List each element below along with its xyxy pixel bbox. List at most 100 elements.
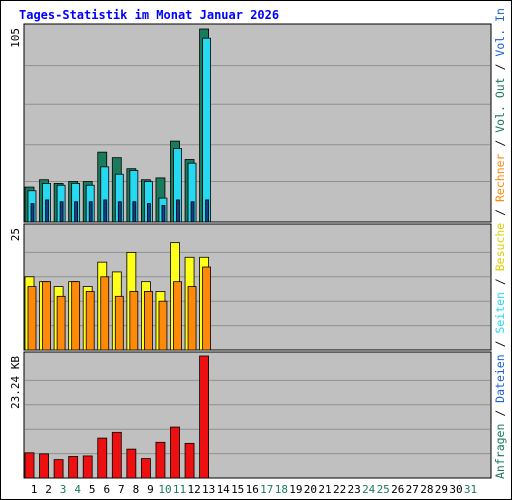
series-seiten [30,199,210,223]
panel-visits-ymax-label: 25 [9,228,22,241]
x-tick-label-day-15: 15 [231,483,244,496]
x-tick-label-day-23: 23 [347,483,360,496]
bar-volumen-day-8 [126,448,137,479]
legend-separator: / [493,0,507,8]
bar-rechner-day-4 [71,281,81,351]
x-tick-label-day-10: 10 [158,483,171,496]
x-axis-day-labels: 1 2 3 4 5 6 7 8 9 10 11 12 13 14 15 16 17 18 19 20 21 22 23 24 2… [31,483,477,496]
bar-volumen-day-10 [155,441,166,479]
bar-seiten-day-6 [103,199,108,223]
x-tick-label-day-30: 30 [449,483,462,496]
bar-dateien-day-13 [202,37,212,223]
x-tick-label-day-14: 14 [217,483,231,496]
x-tick-label-day-24: 24 [362,483,376,496]
bar-volumen-day-1 [24,452,35,479]
x-tick-label-day-13: 13 [202,483,215,496]
bar-rechner-day-1 [27,286,37,351]
bar-rechner-day-2 [42,281,51,351]
legend-separator: / [493,334,507,355]
legend-item-vol-in: Vol. In [493,8,507,56]
x-tick-label-day-5: 5 [89,483,96,496]
bar-volumen-day-12 [184,442,195,479]
bar-rechner-day-6 [100,276,110,351]
series-volumen [24,355,210,479]
bar-volumen-day-5 [82,455,93,479]
bar-volumen-day-11 [170,426,180,479]
legend-item-anfragen: Anfragen [493,424,507,479]
legend-separator: / [493,202,507,223]
panel-volume: 23.24 KB [9,351,492,479]
bar-volumen-day-9 [140,458,151,479]
chart-legend: Anfragen / Dateien / Seiten / Besuche / … [493,0,507,479]
legend-item-rechner: Rechner [493,153,507,202]
series-rechner [27,266,212,351]
x-tick-label-day-1: 1 [31,483,38,496]
legend-separator: / [493,57,507,78]
x-tick-label-day-27: 27 [406,483,419,496]
bar-rechner-day-13 [202,266,212,351]
bar-seiten-day-5 [88,201,93,223]
x-tick-label-day-4: 4 [74,483,81,496]
x-tick-label-day-7: 7 [118,483,125,496]
x-tick-label-day-8: 8 [133,483,140,496]
legend-separator: / [493,133,507,154]
x-tick-label-day-22: 22 [333,483,346,496]
bar-rechner-day-10 [158,300,168,351]
bar-seiten-day-7 [117,201,122,223]
x-tick-label-day-6: 6 [103,483,110,496]
bar-rechner-day-8 [129,291,139,351]
bar-volumen-day-7 [111,431,122,479]
x-tick-label-day-2: 2 [45,483,52,496]
bar-seiten-day-12 [190,201,195,223]
bar-seiten-day-13 [205,199,210,223]
bar-rechner-day-5 [85,291,95,351]
legend-item-vol-out: Vol. Out [493,77,507,132]
bar-seiten-day-10 [161,205,166,223]
x-tick-label-day-3: 3 [60,483,67,496]
x-tick-label-day-31: 31 [464,483,477,496]
x-tick-label-day-20: 20 [304,483,317,496]
legend-item-besuche: Besuche [493,223,507,272]
x-tick-label-day-18: 18 [275,483,288,496]
bar-rechner-day-9 [143,291,153,351]
x-tick-label-day-16: 16 [246,483,259,496]
bar-seiten-day-11 [176,199,180,223]
x-tick-label-day-29: 29 [435,483,448,496]
bar-seiten-day-1 [30,203,35,223]
panel-requests-ymax-label: 105 [9,28,22,48]
panel-requests: 105 [9,23,492,223]
bar-seiten-day-9 [146,203,151,223]
bar-volumen-day-13 [199,355,210,479]
legend-separator: / [493,403,507,424]
panel-volume-background [23,351,492,479]
bar-rechner-day-7 [114,295,124,351]
bar-seiten-day-3 [59,201,64,223]
bar-rechner-day-11 [173,281,182,351]
x-tick-label-day-11: 11 [173,483,186,496]
panel-volume-ymax-label: 23.24 KB [9,356,22,409]
chart-title: Tages-Statistik im Monat Januar 2026 [19,8,279,22]
x-tick-label-day-26: 26 [391,483,404,496]
bar-volumen-day-6 [97,437,108,479]
bar-seiten-day-4 [74,201,79,223]
bar-volumen-day-2 [39,453,49,479]
x-tick-label-day-17: 17 [260,483,273,496]
bar-seiten-day-2 [45,199,49,223]
bar-rechner-day-12 [187,286,197,351]
x-tick-label-day-12: 12 [187,483,200,496]
legend-item-seiten: Seiten [493,292,507,334]
x-tick-label-day-28: 28 [420,483,433,496]
bar-volumen-day-4 [68,456,79,479]
x-tick-label-day-25: 25 [377,483,390,496]
x-tick-label-day-21: 21 [318,483,331,496]
panel-visits: 25 [9,223,492,351]
bar-rechner-day-3 [56,295,66,351]
bar-seiten-day-8 [132,201,137,223]
x-tick-label-day-19: 19 [289,483,302,496]
legend-separator: / [493,271,507,292]
chart-panels: 105 25 23.24 KB [9,23,492,479]
x-tick-label-day-9: 9 [147,483,154,496]
legend-item-dateien: Dateien [493,354,507,402]
bar-volumen-day-3 [53,459,64,479]
